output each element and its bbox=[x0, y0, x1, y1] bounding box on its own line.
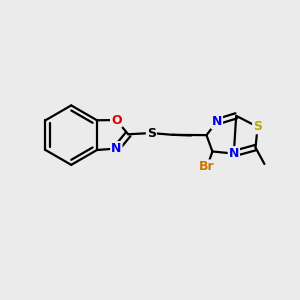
Text: Br: Br bbox=[199, 160, 215, 173]
Text: S: S bbox=[253, 120, 262, 133]
Text: N: N bbox=[212, 115, 222, 128]
Text: O: O bbox=[111, 113, 122, 127]
Text: N: N bbox=[229, 147, 239, 160]
Text: N: N bbox=[111, 142, 122, 155]
Text: S: S bbox=[147, 127, 156, 140]
